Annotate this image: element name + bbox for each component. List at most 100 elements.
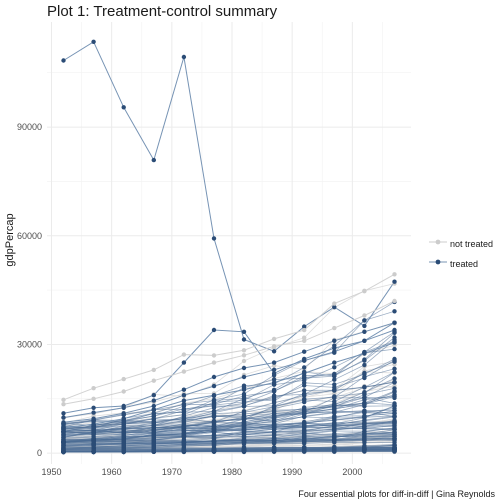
data-point-treated <box>241 446 247 451</box>
data-point-not-treated <box>392 298 397 304</box>
data-point-treated <box>392 422 397 428</box>
data-point-treated <box>332 377 337 382</box>
data-point-treated <box>181 428 187 433</box>
series-line-treated <box>63 390 395 438</box>
data-point-treated <box>332 387 337 393</box>
data-point-treated <box>362 395 367 400</box>
data-point-treated <box>302 383 307 388</box>
x-tick-label: 1990 <box>282 467 302 477</box>
data-point-not-treated <box>241 358 247 364</box>
data-point-treated <box>271 403 277 408</box>
data-point-treated <box>61 425 66 430</box>
series-line-treated <box>63 332 395 426</box>
data-point-treated <box>211 393 217 398</box>
data-point-not-treated <box>61 402 66 407</box>
data-point-treated <box>362 385 367 390</box>
data-point-treated <box>211 327 217 333</box>
legend-item-treated: treated <box>428 254 500 274</box>
data-point-treated <box>241 393 247 399</box>
x-tick-label: 1970 <box>162 467 182 477</box>
series-line-treated <box>63 382 395 433</box>
data-point-treated <box>181 438 187 444</box>
data-point-not-treated <box>91 396 96 401</box>
data-point-treated <box>362 362 367 368</box>
series-line-treated <box>63 361 395 438</box>
data-point-treated <box>181 447 187 452</box>
data-point-treated <box>302 388 307 393</box>
data-point-treated <box>392 430 397 435</box>
data-point-treated <box>181 416 187 421</box>
series-line-treated <box>63 448 395 453</box>
data-point-treated <box>151 403 156 409</box>
data-point-treated <box>91 421 96 427</box>
chart-caption: Four essential plots for diff-in-diff | … <box>298 489 495 499</box>
series-line-treated <box>63 322 395 419</box>
data-point-treated <box>271 436 277 441</box>
data-point-treated <box>211 424 217 430</box>
series-line-treated <box>63 428 395 443</box>
data-point-treated <box>362 338 367 343</box>
data-point-treated <box>392 386 397 391</box>
series-line-treated <box>63 342 395 429</box>
data-point-treated <box>392 309 397 314</box>
data-point-treated <box>61 58 66 63</box>
data-point-treated <box>271 396 277 402</box>
series-line-treated <box>63 404 395 429</box>
data-point-treated <box>211 374 217 380</box>
data-point-treated <box>151 398 156 403</box>
data-point-treated <box>181 393 187 398</box>
data-point-treated <box>241 415 247 420</box>
data-point-not-treated <box>151 378 156 383</box>
data-point-treated <box>241 374 247 380</box>
data-point-treated <box>151 419 156 424</box>
data-point-treated <box>302 365 307 370</box>
data-point-treated <box>181 434 187 439</box>
legend-key-not-treated <box>428 234 448 254</box>
data-point-treated <box>271 422 277 427</box>
data-point-treated <box>362 429 367 435</box>
data-point-treated <box>362 415 367 420</box>
data-point-not-treated <box>211 360 217 365</box>
data-point-treated <box>392 419 397 425</box>
data-point-treated <box>271 411 277 416</box>
data-point-treated <box>332 402 337 407</box>
x-tick-label: 1960 <box>102 467 122 477</box>
data-point-treated <box>362 351 367 356</box>
data-point-treated <box>271 419 277 424</box>
data-point-treated <box>91 432 96 437</box>
data-point-treated <box>362 423 367 429</box>
data-point-treated <box>271 360 277 365</box>
data-point-treated <box>241 438 247 443</box>
data-point-not-treated <box>211 353 217 358</box>
data-point-treated <box>392 340 397 345</box>
y-tick-label: 0 <box>37 448 42 458</box>
data-point-treated <box>121 416 126 421</box>
data-point-treated <box>121 411 126 416</box>
data-point-treated <box>271 446 277 452</box>
data-point-treated <box>362 445 367 450</box>
data-point-treated <box>332 349 337 354</box>
data-point-treated <box>61 429 66 435</box>
x-tick-label: 1980 <box>222 467 242 477</box>
series-line-treated <box>63 437 395 442</box>
legend-item-not-treated: not treated <box>428 234 500 254</box>
data-point-not-treated <box>392 272 397 277</box>
data-point-treated <box>151 422 156 428</box>
legend-key-treated <box>428 254 448 274</box>
data-point-treated <box>271 367 277 372</box>
series-line-treated <box>63 378 395 442</box>
data-point-treated <box>362 436 367 441</box>
data-point-not-treated <box>271 336 277 342</box>
series-line-treated <box>63 437 395 443</box>
data-point-not-treated <box>151 367 156 373</box>
series-line-treated <box>63 329 395 423</box>
data-point-not-treated <box>241 353 247 358</box>
data-point-not-treated <box>362 313 367 318</box>
data-point-treated <box>181 387 187 392</box>
data-point-treated <box>211 414 217 419</box>
data-point-not-treated <box>362 289 367 294</box>
data-point-treated <box>392 414 397 419</box>
data-point-treated <box>211 447 217 452</box>
data-point-not-treated <box>302 338 307 343</box>
data-point-not-treated <box>302 327 307 333</box>
